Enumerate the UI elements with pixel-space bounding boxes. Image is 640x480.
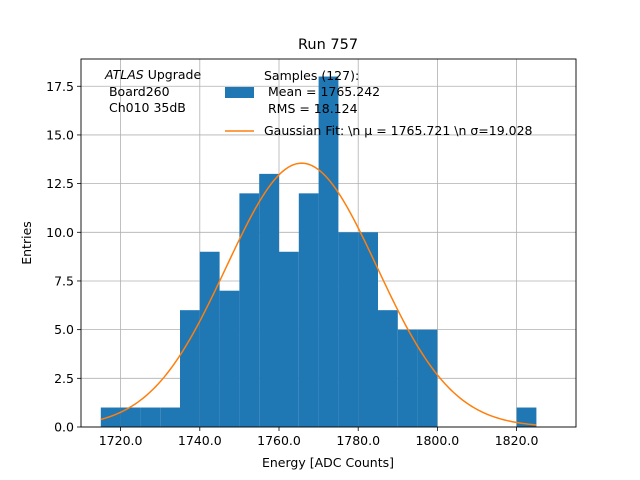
legend-fit-label: Gaussian Fit: \n μ = 1765.721 \n σ=19.02…: [264, 123, 533, 138]
histogram-bar: [120, 407, 141, 427]
atlas-annotation: ATLAS Upgrade Board260 Ch010 35dB: [104, 67, 201, 115]
histogram-bar: [417, 329, 438, 427]
y-tick-label: 10.0: [46, 225, 74, 240]
histogram-bar: [180, 310, 200, 427]
chart-title: Run 757: [298, 37, 358, 53]
x-tick-label: 1760.0: [257, 433, 301, 448]
histogram-bar: [516, 407, 537, 427]
histogram-bar: [298, 193, 319, 427]
histogram-bar: [358, 232, 378, 427]
histogram-bar: [140, 407, 161, 427]
x-axis-ticks: 1720.0 1740.0 1760.0 1780.0 1800.0 1820.0: [99, 427, 539, 448]
y-axis-ticks: 0.0 2.5 5.0 7.5 10.0 12.5 15.0 17.5: [46, 79, 81, 435]
annotation-line-2: Board260: [105, 84, 170, 99]
legend-swatch-samples: [225, 87, 254, 98]
histogram-bar: [279, 251, 299, 427]
histogram-bar: [338, 232, 359, 427]
atlas-label: ATLAS: [104, 67, 144, 82]
x-tick-label: 1740.0: [178, 433, 222, 448]
x-tick-label: 1820.0: [495, 433, 539, 448]
histogram-bar: [259, 173, 279, 427]
annotation-line-3: Ch010 35dB: [105, 100, 186, 115]
y-tick-label: 7.5: [54, 273, 74, 288]
y-tick-label: 5.0: [54, 322, 74, 337]
x-axis-label: Energy [ADC Counts]: [262, 455, 394, 470]
x-tick-label: 1780.0: [336, 433, 380, 448]
legend-samples-line-1: Samples (127):: [264, 68, 359, 83]
y-tick-label: 15.0: [46, 127, 74, 142]
plot-frame: [80, 58, 577, 428]
x-tick-label: 1720.0: [99, 433, 143, 448]
y-tick-label: 2.5: [54, 371, 74, 386]
histogram-bar: [160, 407, 180, 427]
y-tick-label: 17.5: [46, 79, 74, 94]
gaussian-fit-curve: [100, 162, 537, 426]
x-tick-label: 1800.0: [416, 433, 460, 448]
y-axis-label: Entries: [19, 221, 34, 265]
annotation-line-1: ATLAS Upgrade: [104, 67, 201, 82]
atlas-suffix: Upgrade: [144, 67, 202, 82]
legend-samples-line-3: RMS = 18.124: [264, 101, 358, 116]
y-tick-label: 12.5: [46, 176, 74, 191]
histogram-bar: [378, 310, 398, 427]
histogram-bar: [239, 193, 260, 427]
histogram-bar: [100, 407, 121, 427]
legend: Samples (127): Mean = 1765.242 RMS = 18.…: [225, 68, 533, 138]
y-tick-label: 0.0: [54, 420, 74, 435]
histogram-bar: [199, 251, 220, 427]
histogram-bar: [219, 290, 240, 427]
histogram-bar: [318, 76, 339, 428]
legend-samples-line-2: Mean = 1765.242: [264, 84, 380, 99]
histogram-bar: [397, 329, 418, 427]
histogram-bars: [100, 76, 537, 428]
